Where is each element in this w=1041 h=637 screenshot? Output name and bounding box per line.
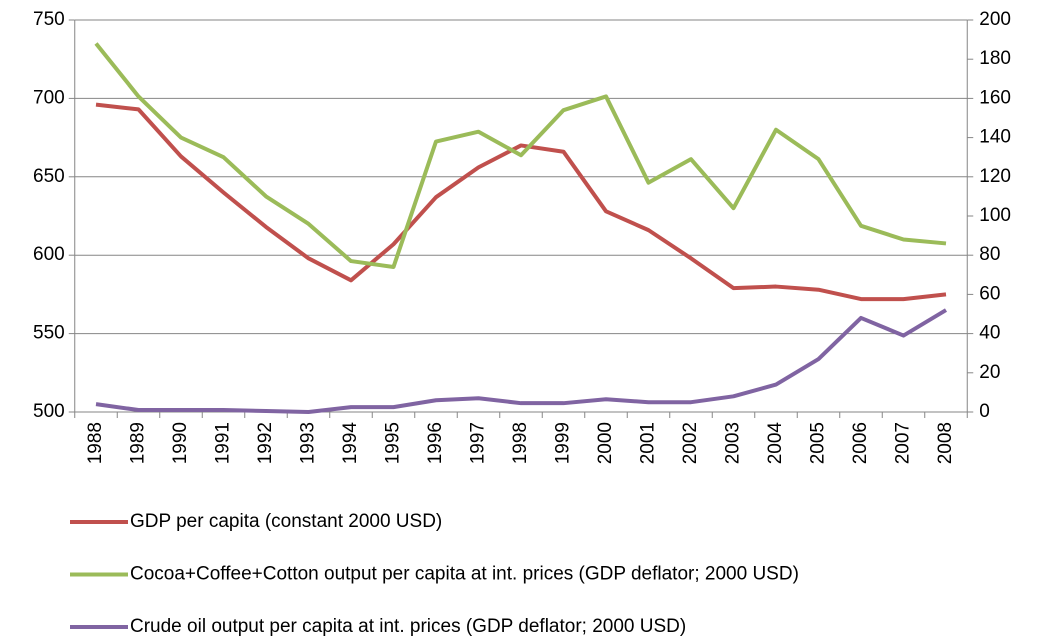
x-tick-label: 1998 [510, 422, 531, 464]
x-tick-label: 2008 [935, 422, 956, 464]
y2-tick-label: 140 [979, 127, 1011, 148]
y2-tick-label: 80 [979, 244, 1000, 265]
x-tick-label: 1992 [255, 422, 276, 464]
x-tick-label: 2002 [680, 422, 701, 464]
series-line [95, 308, 948, 414]
x-tick-label: 1997 [468, 422, 489, 464]
y2-tick-label: 180 [979, 48, 1011, 69]
legend-label: GDP per capita (constant 2000 USD) [130, 511, 442, 532]
y-tick-label: 750 [33, 9, 65, 30]
legend-label: Cocoa+Coffee+Cotton output per capita at… [130, 564, 799, 585]
y2-tick-label: 160 [979, 87, 1011, 108]
y2-tick-label: 40 [979, 323, 1000, 344]
x-tick-label: 1989 [128, 422, 149, 464]
x-tick-label: 1995 [383, 422, 404, 464]
x-tick-label: 1994 [340, 422, 361, 465]
y2-tick-label: 100 [979, 205, 1011, 226]
series-line [94, 42, 947, 269]
y-tick-label: 500 [33, 401, 65, 422]
y-tick-label: 650 [33, 166, 65, 187]
x-tick-label: 1993 [298, 422, 319, 464]
y2-tick-label: 0 [979, 401, 990, 422]
y2-tick-label: 200 [979, 9, 1011, 30]
x-tick-label: 2000 [595, 422, 616, 464]
x-tick-label: 2007 [893, 422, 914, 464]
y-tick-label: 600 [33, 244, 65, 265]
y2-tick-label: 120 [979, 166, 1011, 187]
x-tick-label: 1988 [85, 422, 106, 464]
y2-tick-label: 60 [979, 283, 1000, 304]
x-tick-label: 1996 [425, 422, 446, 464]
y2-tick-label: 20 [979, 362, 1000, 383]
y-tick-label: 700 [33, 87, 65, 108]
x-tick-label: 2005 [808, 422, 829, 464]
x-tick-label: 1999 [553, 422, 574, 464]
y-tick-label: 550 [33, 323, 65, 344]
legend-label: Crude oil output per capita at int. pric… [130, 616, 686, 637]
x-tick-label: 1991 [213, 422, 234, 464]
x-tick-label: 2003 [723, 422, 744, 464]
x-tick-label: 2004 [765, 422, 786, 465]
x-tick-label: 2001 [638, 422, 659, 464]
x-tick-label: 1990 [170, 422, 191, 464]
series-line [95, 102, 947, 302]
x-tick-label: 2006 [850, 422, 871, 464]
